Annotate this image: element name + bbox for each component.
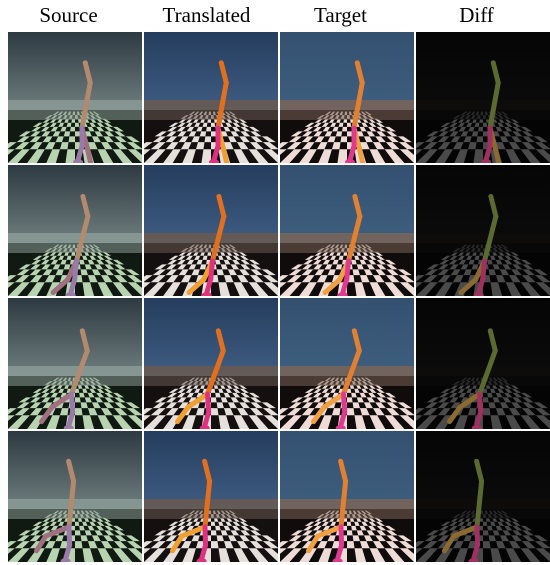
- walker-figure: [481, 60, 502, 163]
- walker-figure: [186, 193, 227, 296]
- render-image: [8, 298, 142, 429]
- render-image: [144, 165, 278, 296]
- grid-tile: [144, 298, 278, 429]
- walker-figure: [50, 193, 91, 296]
- column-header-target: Target: [314, 3, 367, 27]
- grid-tile: [280, 32, 414, 163]
- grid-tile: [8, 165, 142, 296]
- walker-figure: [33, 458, 77, 562]
- walker-figure: [39, 328, 90, 429]
- grid-tile: [144, 431, 278, 562]
- column-header-source: Source: [39, 3, 98, 27]
- column-header-translated: Translated: [162, 3, 251, 27]
- walker-figure: [169, 458, 213, 562]
- render-image: [144, 431, 278, 562]
- walker-figure: [441, 458, 485, 562]
- walker-figure: [345, 60, 366, 163]
- render-image: [280, 298, 414, 429]
- render-image: [8, 32, 142, 163]
- image-grid: [8, 32, 550, 565]
- walker-figure: [311, 328, 362, 429]
- walker-figure: [209, 60, 230, 163]
- grid-tile: [144, 32, 278, 163]
- grid-tile: [8, 431, 142, 562]
- walker-figure: [73, 60, 94, 163]
- walker-figure: [175, 328, 226, 429]
- render-image: [280, 431, 414, 562]
- render-image: [8, 165, 142, 296]
- walker-figure: [322, 193, 363, 296]
- grid-tile: [416, 165, 550, 296]
- render-image: [280, 32, 414, 163]
- grid-tile: [280, 298, 414, 429]
- render-image: [416, 32, 550, 163]
- walker-figure: [458, 193, 499, 296]
- column-header-diff: Diff: [459, 3, 494, 27]
- grid-tile: [416, 32, 550, 163]
- render-image: [280, 165, 414, 296]
- walker-figure: [447, 328, 498, 429]
- render-image: [416, 298, 550, 429]
- render-image: [144, 298, 278, 429]
- grid-tile: [416, 431, 550, 562]
- grid-tile: [280, 431, 414, 562]
- render-image: [416, 431, 550, 562]
- grid-tile: [280, 165, 414, 296]
- grid-tile: [416, 298, 550, 429]
- grid-tile: [8, 298, 142, 429]
- render-image: [8, 431, 142, 562]
- render-image: [144, 32, 278, 163]
- grid-tile: [144, 165, 278, 296]
- grid-tile: [8, 32, 142, 163]
- walker-figure: [305, 458, 349, 562]
- render-image: [416, 165, 550, 296]
